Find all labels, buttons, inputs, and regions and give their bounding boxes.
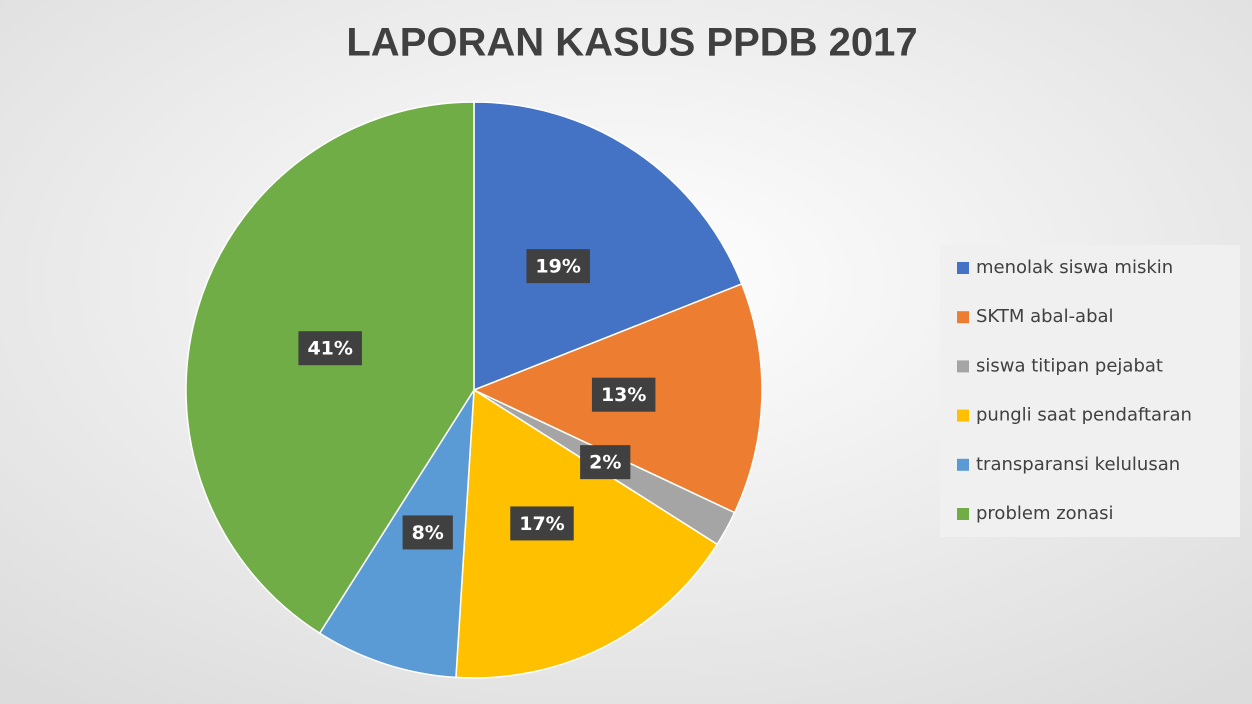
legend-label: pungli saat pendaftaran bbox=[976, 405, 1192, 426]
data-label-box bbox=[580, 445, 631, 480]
data-label: 8% bbox=[412, 522, 444, 544]
data-label-box bbox=[402, 515, 453, 550]
legend-box bbox=[940, 245, 1240, 537]
data-label: 2% bbox=[589, 452, 621, 474]
data-label-box bbox=[591, 377, 656, 412]
data-label: 41% bbox=[307, 338, 352, 360]
legend-label: transparansi kelulusan bbox=[976, 454, 1180, 475]
legend-swatch bbox=[957, 508, 969, 520]
data-label-box bbox=[526, 249, 590, 284]
legend-swatch bbox=[957, 409, 969, 422]
data-label-box bbox=[510, 506, 574, 541]
legend-label: SKTM abal-abal bbox=[976, 306, 1114, 327]
data-label: 13% bbox=[601, 384, 646, 406]
pie-slice bbox=[185, 101, 475, 635]
legend-swatch bbox=[957, 360, 969, 373]
legend-label: menolak siswa miskin bbox=[976, 257, 1173, 278]
data-label-box bbox=[298, 331, 362, 366]
legend-label: problem zonasi bbox=[976, 503, 1113, 524]
legend-swatch bbox=[957, 311, 969, 324]
pie-slice bbox=[473, 101, 743, 392]
data-label: 17% bbox=[519, 513, 564, 535]
data-label: 19% bbox=[535, 256, 580, 278]
pie-slice bbox=[455, 388, 719, 679]
pie-slice bbox=[318, 389, 475, 679]
legend-swatch bbox=[957, 262, 969, 274]
legend-label: siswa titipan pejabat bbox=[976, 355, 1163, 376]
legend-swatch bbox=[957, 458, 969, 471]
chart-title: LAPORAN KASUS PPDB 2017 bbox=[346, 21, 917, 65]
